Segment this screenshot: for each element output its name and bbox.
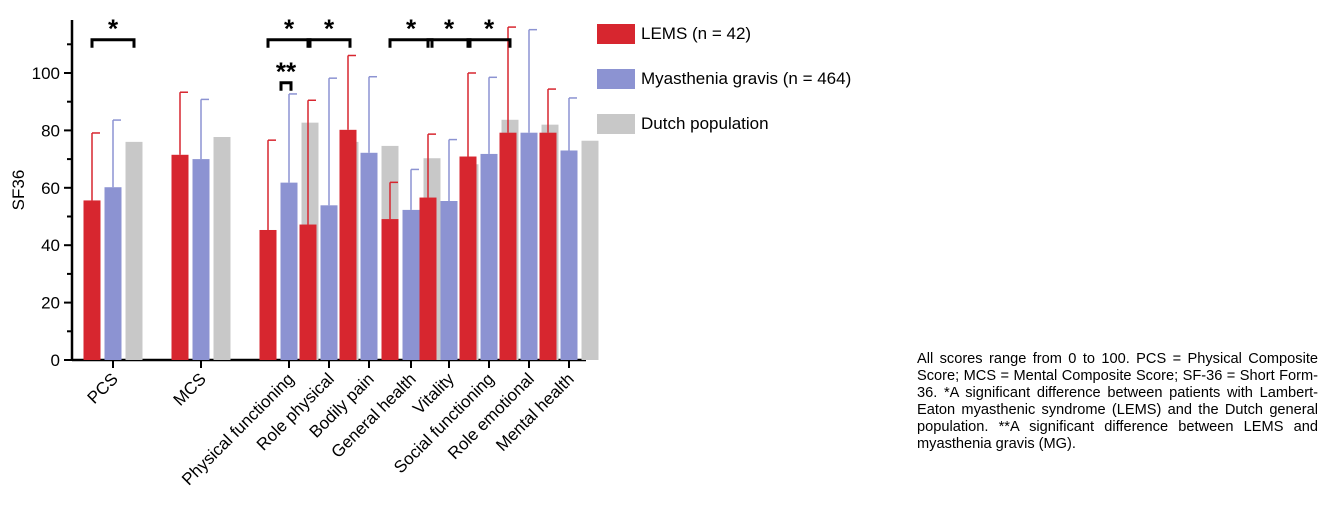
bar-lems-social-functioning — [459, 156, 477, 360]
bar-lems-bodily-pain — [339, 129, 357, 360]
legend-swatch-lems — [597, 24, 635, 44]
significance-bracket — [90, 38, 136, 48]
bar-myasthenia-gravis-vitality — [440, 201, 458, 360]
bar-dutch-population-mcs — [213, 137, 231, 360]
significance-bracket — [388, 38, 434, 48]
significance-bracket — [426, 38, 472, 48]
y-tick-label: 40 — [41, 236, 60, 255]
x-tick-label-pcs: PCS — [84, 369, 122, 407]
bar-myasthenia-gravis-social-functioning — [480, 153, 498, 360]
significance-marker: ** — [276, 57, 297, 87]
bar-myasthenia-gravis-mental-health — [560, 150, 578, 360]
y-tick-label: 0 — [51, 351, 60, 370]
bar-lems-general-health — [381, 219, 399, 360]
legend-label-mg: Myasthenia gravis (n = 464) — [641, 69, 852, 88]
bar-myasthenia-gravis-physical-functioning — [280, 182, 298, 360]
legend-label-dutch: Dutch population — [641, 114, 769, 133]
bar-lems-mental-health — [539, 132, 557, 360]
bar-lems-role-physical — [299, 224, 317, 360]
bar-lems-physical-functioning — [259, 229, 277, 360]
y-tick-label: 60 — [41, 179, 60, 198]
bar-myasthenia-gravis-role-emotional — [520, 132, 538, 360]
bar-lems-pcs — [83, 200, 101, 360]
significance-marker: * — [484, 14, 495, 44]
bar-myasthenia-gravis-general-health — [402, 209, 420, 360]
bar-myasthenia-gravis-role-physical — [320, 205, 338, 360]
bar-myasthenia-gravis-pcs — [104, 187, 122, 360]
bar-myasthenia-gravis-bodily-pain — [360, 152, 378, 360]
y-tick-label: 20 — [41, 294, 60, 313]
y-tick-label: 100 — [32, 64, 60, 83]
y-tick-label: 80 — [41, 121, 60, 140]
bar-dutch-population-mental-health — [581, 140, 599, 360]
legend-swatch-mg — [597, 69, 635, 89]
bar-myasthenia-gravis-mcs — [192, 159, 210, 360]
significance-bracket — [306, 38, 352, 48]
figure-caption: All scores range from 0 to 100. PCS = Ph… — [917, 351, 1318, 452]
significance-marker: * — [108, 14, 119, 44]
significance-marker: * — [406, 14, 417, 44]
bar-dutch-population-pcs — [125, 141, 143, 360]
legend-swatch-dutch — [597, 114, 635, 134]
significance-bracket — [279, 81, 293, 91]
significance-bracket — [466, 38, 512, 48]
significance-marker: * — [324, 14, 335, 44]
legend-label-lems: LEMS (n = 42) — [641, 24, 752, 43]
bar-lems-mcs — [171, 154, 189, 360]
significance-marker: * — [444, 14, 455, 44]
significance-bracket — [266, 38, 312, 48]
significance-marker: * — [284, 14, 295, 44]
y-axis-label: SF36 — [9, 170, 28, 211]
x-tick-label-mcs: MCS — [170, 369, 210, 409]
bar-lems-role-emotional — [499, 132, 517, 360]
bar-lems-vitality — [419, 197, 437, 360]
